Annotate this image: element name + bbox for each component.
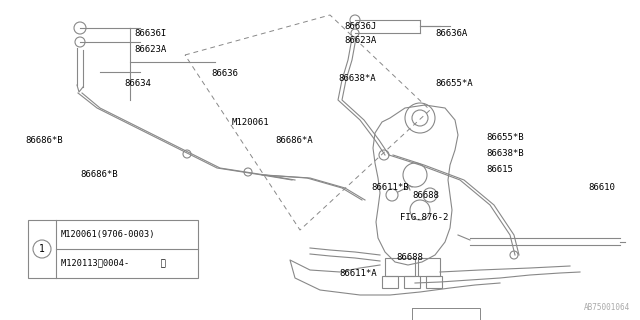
Bar <box>385 258 415 276</box>
Text: 86655*A: 86655*A <box>435 79 473 88</box>
Text: 86623A: 86623A <box>134 45 166 54</box>
Text: 86636I: 86636I <box>134 29 166 38</box>
Text: 86638*B: 86638*B <box>486 149 524 158</box>
Text: 86634: 86634 <box>125 79 152 88</box>
Bar <box>418 258 440 276</box>
Text: 86610: 86610 <box>589 183 616 192</box>
Text: 86688: 86688 <box>413 191 440 200</box>
Text: 86623A: 86623A <box>344 36 376 44</box>
Bar <box>404 276 420 288</box>
Text: M120113〄0004-      〉: M120113〄0004- 〉 <box>61 259 166 268</box>
Text: 86636A: 86636A <box>435 29 467 38</box>
Bar <box>412 308 480 320</box>
Text: 86636J: 86636J <box>344 22 376 31</box>
Text: 86636: 86636 <box>211 69 238 78</box>
Text: M120061(9706-0003): M120061(9706-0003) <box>61 229 156 238</box>
Text: 86638*A: 86638*A <box>338 74 376 83</box>
Text: 86615: 86615 <box>486 165 513 174</box>
Bar <box>382 276 398 288</box>
Text: 86611*A: 86611*A <box>339 269 377 278</box>
Text: FIG.876-2: FIG.876-2 <box>400 213 449 222</box>
Bar <box>426 276 442 288</box>
Text: 86688: 86688 <box>397 253 424 262</box>
Text: 1: 1 <box>39 244 45 254</box>
Text: 86655*B: 86655*B <box>486 133 524 142</box>
Text: AB75001064: AB75001064 <box>584 303 630 312</box>
Text: 86611*B: 86611*B <box>371 183 409 192</box>
Text: M120061: M120061 <box>232 118 269 127</box>
Bar <box>28 220 198 278</box>
Text: 86686*A: 86686*A <box>275 136 313 145</box>
Text: 86686*B: 86686*B <box>80 170 118 179</box>
Text: 86686*B: 86686*B <box>26 136 63 145</box>
